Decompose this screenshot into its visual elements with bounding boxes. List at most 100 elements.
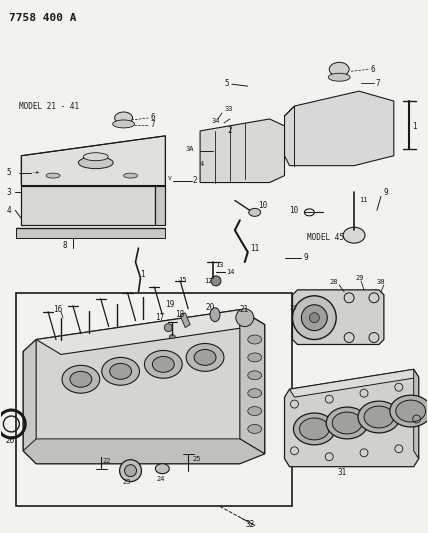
Text: 22: 22	[103, 458, 111, 464]
Ellipse shape	[248, 407, 262, 416]
Text: 21: 21	[240, 305, 249, 314]
Circle shape	[125, 465, 137, 477]
Polygon shape	[289, 369, 419, 397]
Circle shape	[292, 296, 336, 340]
Ellipse shape	[294, 413, 335, 445]
Ellipse shape	[249, 208, 261, 216]
Text: 1: 1	[412, 123, 416, 132]
Ellipse shape	[390, 395, 428, 427]
Text: 14: 14	[226, 269, 235, 275]
Ellipse shape	[83, 153, 108, 160]
Ellipse shape	[70, 372, 92, 387]
Text: 4: 4	[6, 206, 11, 215]
Text: 9: 9	[384, 188, 389, 197]
Text: —►: —►	[33, 170, 40, 175]
Polygon shape	[36, 310, 265, 354]
Circle shape	[236, 309, 254, 327]
Text: 8: 8	[63, 240, 68, 249]
Text: 7758 400 A: 7758 400 A	[9, 13, 77, 22]
Text: 10: 10	[258, 201, 267, 210]
Ellipse shape	[155, 464, 169, 474]
Ellipse shape	[194, 350, 216, 365]
Text: 32: 32	[246, 520, 255, 529]
Text: 15: 15	[178, 277, 187, 283]
Ellipse shape	[248, 353, 262, 362]
Ellipse shape	[396, 400, 425, 422]
Circle shape	[309, 313, 319, 322]
Ellipse shape	[329, 62, 349, 76]
Text: 7: 7	[376, 79, 380, 88]
Text: 4: 4	[200, 160, 204, 167]
Text: 33: 33	[225, 106, 233, 112]
Polygon shape	[200, 119, 285, 182]
Text: MODEL 21 - 41: MODEL 21 - 41	[19, 102, 80, 110]
Polygon shape	[285, 369, 419, 467]
Polygon shape	[414, 369, 419, 459]
Text: 25: 25	[192, 456, 201, 462]
Ellipse shape	[358, 401, 400, 433]
Circle shape	[119, 460, 142, 482]
Text: 11: 11	[250, 244, 259, 253]
Polygon shape	[292, 290, 384, 344]
Ellipse shape	[186, 343, 224, 372]
Text: 18: 18	[175, 310, 184, 319]
Polygon shape	[23, 439, 265, 464]
Text: 34: 34	[212, 118, 220, 124]
Circle shape	[164, 324, 172, 332]
Ellipse shape	[248, 424, 262, 433]
Ellipse shape	[169, 335, 175, 338]
Text: 2: 2	[228, 126, 232, 135]
Ellipse shape	[300, 418, 329, 440]
Ellipse shape	[62, 365, 100, 393]
Polygon shape	[285, 91, 394, 166]
Polygon shape	[21, 136, 165, 185]
Circle shape	[211, 276, 221, 286]
Text: 6: 6	[150, 114, 155, 123]
Text: 12: 12	[204, 278, 213, 284]
Ellipse shape	[78, 157, 113, 168]
Text: 17: 17	[155, 313, 165, 322]
Text: 20: 20	[205, 303, 214, 312]
Ellipse shape	[248, 389, 262, 398]
Polygon shape	[240, 310, 265, 454]
Text: 5: 5	[225, 79, 229, 88]
Ellipse shape	[248, 335, 262, 344]
Ellipse shape	[46, 173, 60, 178]
Text: 3: 3	[6, 188, 11, 197]
Ellipse shape	[364, 406, 394, 428]
Text: 23: 23	[122, 479, 131, 484]
Text: 2: 2	[192, 176, 197, 185]
Ellipse shape	[113, 120, 134, 128]
Polygon shape	[23, 340, 36, 464]
Text: 9: 9	[303, 253, 308, 262]
Ellipse shape	[124, 173, 137, 178]
Text: 6: 6	[371, 65, 376, 74]
Ellipse shape	[152, 357, 174, 373]
Ellipse shape	[115, 112, 133, 124]
Text: 27: 27	[289, 305, 298, 311]
Text: 13: 13	[215, 262, 223, 268]
Ellipse shape	[343, 227, 365, 243]
Text: 24: 24	[156, 475, 165, 482]
Ellipse shape	[210, 308, 220, 321]
Text: 11: 11	[359, 197, 368, 204]
Text: MODEL 45: MODEL 45	[307, 233, 345, 241]
Text: 26: 26	[6, 437, 15, 446]
Ellipse shape	[328, 73, 350, 81]
Ellipse shape	[332, 412, 362, 434]
Ellipse shape	[110, 364, 131, 379]
Polygon shape	[16, 228, 165, 238]
Ellipse shape	[145, 351, 182, 378]
Text: 19: 19	[165, 300, 175, 309]
Text: 30: 30	[377, 279, 386, 285]
Ellipse shape	[326, 407, 368, 439]
Text: 31: 31	[337, 468, 346, 477]
Bar	[16, 293, 292, 506]
Text: 5: 5	[6, 168, 11, 177]
Polygon shape	[180, 313, 190, 328]
Polygon shape	[23, 310, 265, 464]
Text: 16: 16	[53, 305, 62, 314]
Ellipse shape	[248, 371, 262, 379]
Text: 3A: 3A	[185, 146, 194, 152]
Polygon shape	[21, 185, 155, 225]
